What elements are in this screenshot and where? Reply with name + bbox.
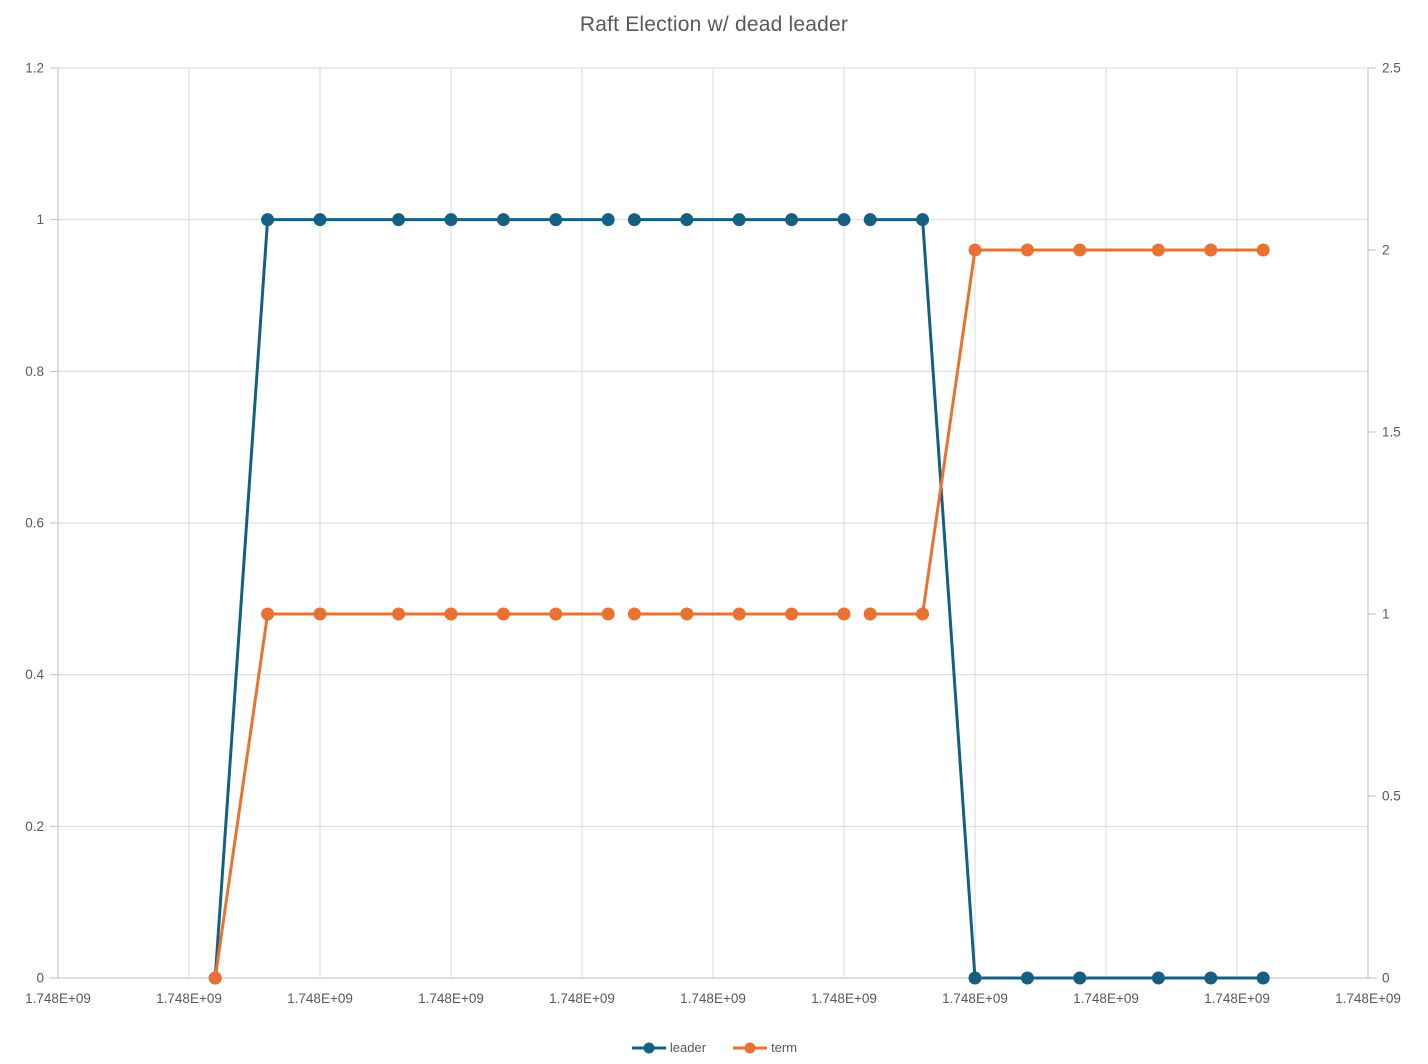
series-leader-line	[213, 218, 610, 980]
series-term-point	[1256, 243, 1270, 257]
series-leader-point	[785, 213, 799, 227]
series-term-point	[496, 607, 510, 621]
series-leader-point	[1151, 971, 1165, 985]
series-leader	[208, 213, 1270, 985]
series-term-point	[601, 607, 615, 621]
series-leader-point	[1020, 971, 1034, 985]
x-tick-label: 1.748E+09	[549, 991, 615, 1006]
series-term-point	[732, 607, 746, 621]
y-right-tick-label: 0.5	[1382, 789, 1401, 804]
x-tick-label: 1.748E+09	[1335, 991, 1401, 1006]
series-term-point	[549, 607, 563, 621]
series-term-point	[680, 607, 694, 621]
legend-item-leader: leader	[631, 1040, 706, 1055]
x-tick-label: 1.748E+09	[156, 991, 222, 1006]
series-term-point	[313, 607, 327, 621]
series-leader-point	[392, 213, 406, 227]
y-right-tick-label: 2.5	[1382, 61, 1401, 76]
series-term-point	[916, 607, 930, 621]
x-tick-label: 1.748E+09	[287, 991, 353, 1006]
legend: leader term	[0, 1040, 1428, 1055]
legend-marker-term	[733, 1042, 768, 1053]
x-tick-label: 1.748E+09	[942, 991, 1008, 1006]
series-leader-point	[968, 971, 982, 985]
series-leader-point	[863, 213, 877, 227]
y-left-tick-label: 1.2	[25, 61, 44, 76]
series-leader-point	[680, 213, 694, 227]
series-leader-point	[549, 213, 563, 227]
series-term-point	[208, 971, 222, 985]
y-right-tick-label: 1.5	[1382, 425, 1401, 440]
series-leader-point	[261, 213, 275, 227]
y-left-tick-label: 0.2	[25, 819, 44, 834]
series-leader-point	[1256, 971, 1270, 985]
x-tick-label: 1.748E+09	[1073, 991, 1139, 1006]
series-term-line	[868, 248, 1265, 616]
y-left-tick-label: 0.8	[25, 364, 44, 379]
series-term-point	[261, 607, 275, 621]
series-term-point	[1073, 243, 1087, 257]
y-left-tick-label: 0	[36, 971, 44, 986]
legend-item-term: term	[732, 1040, 797, 1055]
y-right-tick-label: 0	[1382, 971, 1390, 986]
chart-title: Raft Election w/ dead leader	[579, 13, 849, 36]
series-leader-point	[601, 213, 615, 227]
series-term-line	[213, 612, 610, 980]
y-left-tick-label: 0.6	[25, 516, 44, 531]
y-right-tick-label: 2	[1382, 243, 1390, 258]
series-term-point	[785, 607, 799, 621]
series-term-point	[968, 243, 982, 257]
y-left-tick-label: 1	[36, 212, 44, 227]
series-leader-point	[496, 213, 510, 227]
x-tick-label: 1.748E+09	[1204, 991, 1270, 1006]
series-term-point	[444, 607, 458, 621]
series-term-point	[1151, 243, 1165, 257]
series-leader-line	[868, 218, 1265, 980]
series-term-point	[1020, 243, 1034, 257]
series-leader-point	[732, 213, 746, 227]
series-term-point	[627, 607, 641, 621]
axis-labels: 0 0.2 0.4 0.6 0.8 1 1.2 0 0.5 1 1.5 2 2.5 1.748E+09 1.…	[25, 61, 1401, 1007]
x-tick-label: 1.748E+09	[811, 991, 877, 1006]
series-term-point	[863, 607, 877, 621]
series-term	[208, 243, 1270, 985]
gridlines	[57, 67, 1369, 979]
series-term-point	[392, 607, 406, 621]
series-leader-point	[313, 213, 327, 227]
series-term-point	[837, 607, 851, 621]
series-leader-point	[444, 213, 458, 227]
x-tick-label: 1.748E+09	[418, 991, 484, 1006]
legend-label-term: term	[771, 1040, 798, 1055]
series-term-point	[1204, 243, 1218, 257]
x-tick-label: 1.748E+09	[680, 991, 746, 1006]
y-left-tick-label: 0.4	[25, 667, 44, 682]
series-leader-point	[1073, 971, 1087, 985]
series-leader-point	[1204, 971, 1218, 985]
series-leader-point	[627, 213, 641, 227]
legend-marker-leader	[631, 1042, 666, 1053]
x-tick-label: 1.748E+09	[25, 991, 91, 1006]
series-leader-point	[916, 213, 930, 227]
legend-label-leader: leader	[669, 1040, 707, 1055]
series-leader-point	[837, 213, 851, 227]
y-right-tick-label: 1	[1382, 607, 1390, 622]
